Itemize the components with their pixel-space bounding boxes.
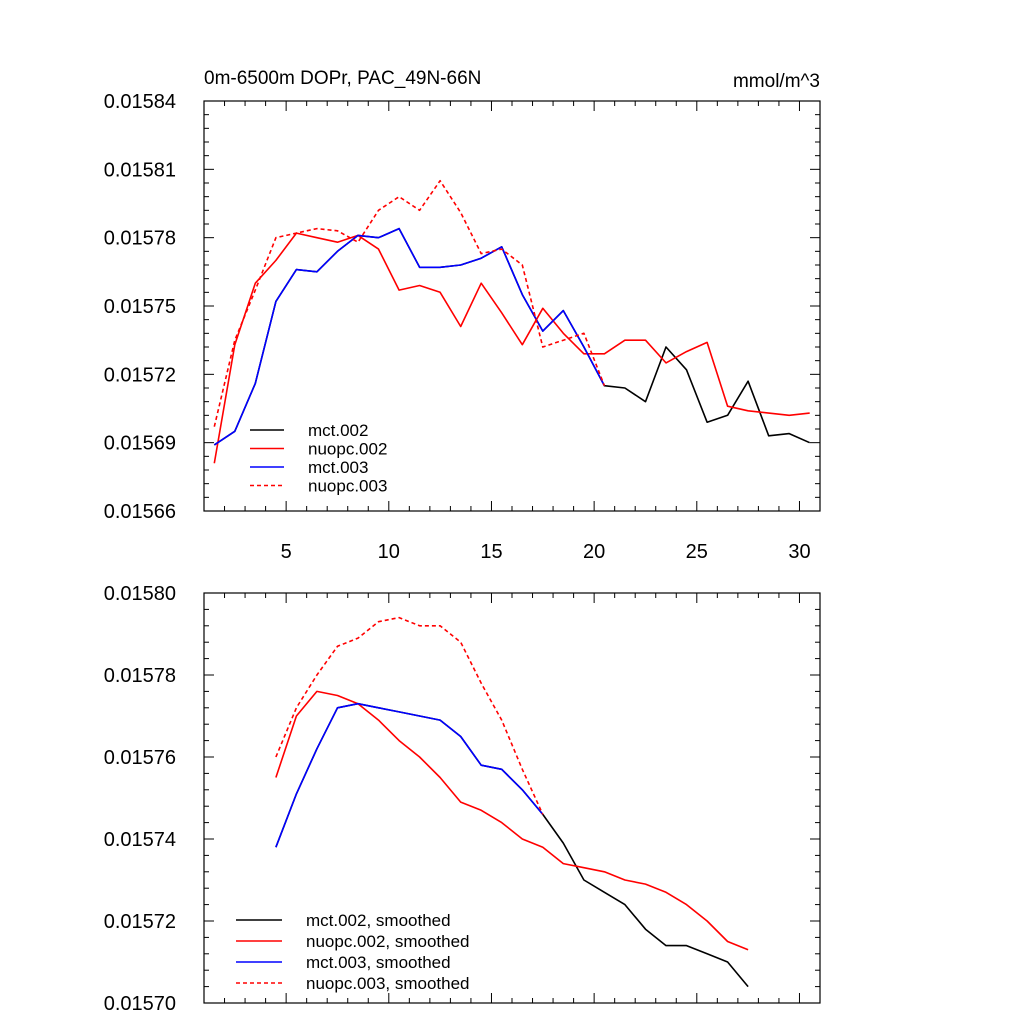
bottom-panel: 0.01570 0.01572 0.01574 0.01576 0.01578 0.015… [104, 583, 821, 1015]
top-y-tick-label: 0.01569 [104, 433, 176, 455]
top-y-tick-label: 0.01566 [104, 501, 176, 523]
top-y-tick-label: 0.01578 [104, 228, 176, 250]
bottom-y-tick-label: 0.01576 [104, 747, 176, 769]
top-panel-title: 0m-6500m DOPr, PAC_49N-66N [204, 68, 481, 89]
top-y-tick-label: 0.01575 [104, 296, 176, 318]
top-y-tick-label: 0.01584 [104, 91, 176, 113]
bottom-y-tick-label: 0.01570 [104, 993, 176, 1015]
top-y-tick-label: 0.01572 [104, 364, 176, 386]
top-panel-units: mmol/m^3 [733, 71, 820, 92]
bottom-series-line-nuopc-002-smoothed [275, 690, 749, 951]
top-legend-label: mct.003 [308, 458, 368, 477]
top-legend-label: nuopc.002 [308, 440, 387, 459]
top-series-line-nuopc-002 [213, 232, 810, 464]
bottom-legend-label: mct.002, smoothed [306, 911, 451, 930]
top-series-line-nuopc-003 [213, 179, 606, 427]
top-x-tick-label: 25 [686, 541, 708, 563]
bottom-panel-marks: 0.01570 0.01572 0.01574 0.01576 0.01578 0.015… [104, 583, 821, 1015]
bottom-y-tick-label: 0.01578 [104, 665, 176, 687]
bottom-y-tick-label: 0.01574 [104, 829, 176, 851]
top-y-tick-label: 0.01581 [104, 159, 176, 181]
top-x-tick-label: 30 [788, 541, 810, 563]
top-series-line-mct-002 [213, 227, 811, 446]
top-panel-marks: 5 10 15 20 25 30 0.01566 0.01569 0.01572 0.01575 0… [104, 91, 821, 563]
bottom-series-line-mct-003-smoothed [275, 702, 544, 848]
top-legend-label: mct.002 [308, 421, 368, 440]
top-series-line-mct-003 [213, 227, 606, 446]
top-x-tick-label: 10 [378, 541, 400, 563]
top-panel: 0m-6500m DOPr, PAC_49N-66N mmol/m^3 5 10 1… [104, 68, 821, 563]
top-legend-label: nuopc.003 [308, 477, 387, 496]
top-x-tick-label: 5 [281, 541, 292, 563]
bottom-legend-label: mct.003, smoothed [306, 953, 451, 972]
top-x-tick-label: 15 [480, 541, 502, 563]
top-plot-frame [203, 100, 821, 512]
bottom-series-line-nuopc-003-smoothed [275, 616, 544, 815]
bottom-legend-label: nuopc.002, smoothed [306, 932, 470, 951]
top-x-tick-label: 20 [583, 541, 605, 563]
bottom-y-tick-label: 0.01572 [104, 911, 176, 933]
bottom-y-tick-label: 0.01580 [104, 583, 176, 605]
bottom-legend-label: nuopc.003, smoothed [306, 974, 470, 993]
